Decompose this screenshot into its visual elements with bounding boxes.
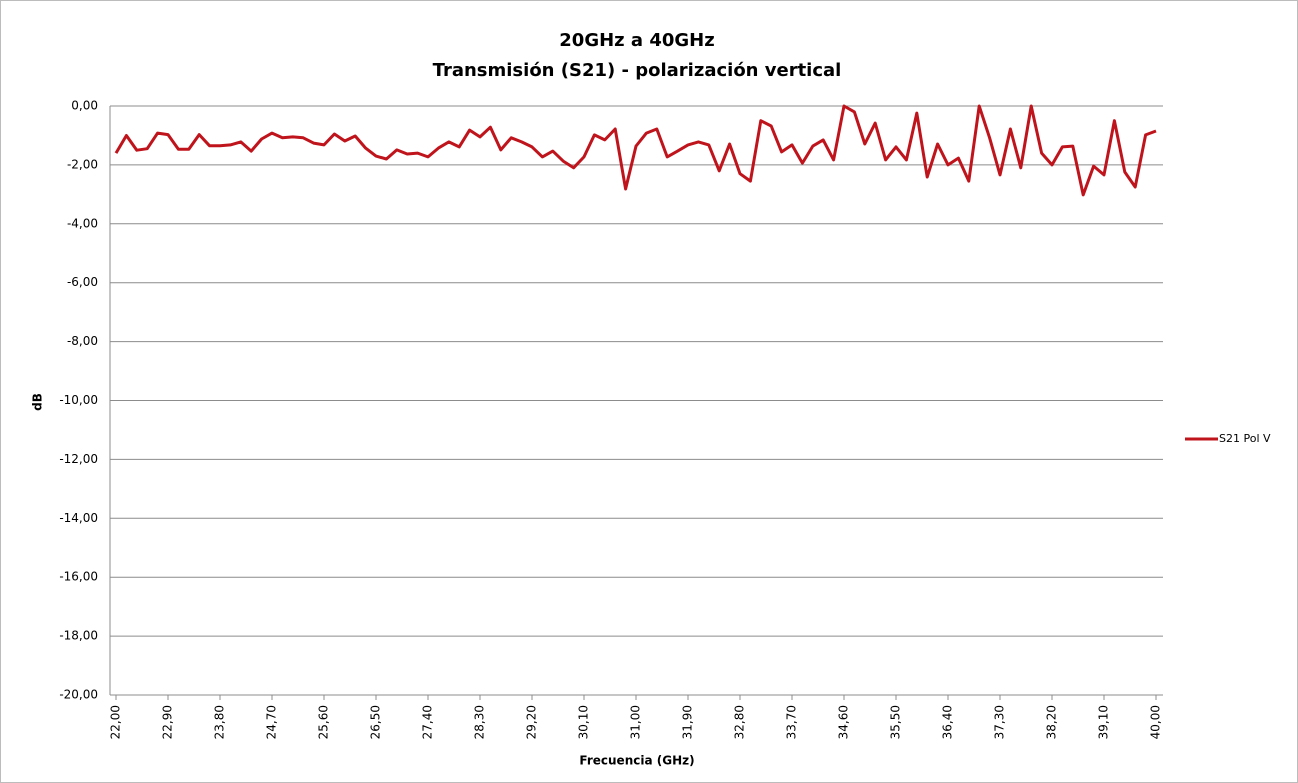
x-tick-label: 27,40 — [421, 705, 435, 739]
y-tick-label: -14,00 — [59, 511, 98, 525]
series-line — [114, 104, 1157, 197]
x-tick-label: 30,10 — [577, 705, 591, 739]
x-tick-label: 24,70 — [265, 705, 279, 739]
x-tick-label: 39,10 — [1097, 705, 1111, 739]
y-tick-label: 0,00 — [71, 99, 98, 113]
y-tick-label: -10,00 — [59, 393, 98, 407]
x-tick-label: 28,30 — [473, 705, 487, 739]
y-tick-label: -16,00 — [59, 570, 98, 584]
x-tick-label: 34,60 — [837, 705, 851, 739]
x-tick-label: 29,20 — [525, 705, 539, 739]
y-tick-label: -12,00 — [59, 452, 98, 466]
x-tick-label: 22,00 — [109, 705, 123, 739]
x-axis-label: Frecuencia (GHz) — [579, 754, 694, 768]
chart-title: 20GHz a 40GHz — [559, 30, 714, 51]
x-tick-label: 22,90 — [161, 705, 175, 739]
x-tick-label: 36,40 — [941, 705, 955, 739]
x-tick-label: 40,00 — [1149, 705, 1163, 739]
y-axis-label: dB — [31, 393, 45, 411]
x-tick-label: 31,90 — [681, 705, 695, 739]
y-tick-label: -6,00 — [67, 275, 98, 289]
y-tick-label: -18,00 — [59, 629, 98, 643]
y-tick-label: -2,00 — [67, 157, 98, 171]
x-tick-label: 26,50 — [369, 705, 383, 739]
chart-subtitle: Transmisión (S21) - polarización vertica… — [433, 60, 842, 81]
x-tick-label: 31,00 — [629, 705, 643, 739]
x-tick-label: 38,20 — [1045, 705, 1059, 739]
y-tick-label: -8,00 — [67, 334, 98, 348]
x-tick-label: 33,70 — [785, 705, 799, 739]
legend-label: S21 Pol V — [1219, 432, 1271, 445]
y-tick-label: -20,00 — [59, 688, 98, 702]
y-tick-label: -4,00 — [67, 216, 98, 230]
x-tick-label: 35,50 — [889, 705, 903, 739]
x-tick-label: 23,80 — [213, 705, 227, 739]
x-tick-label: 25,60 — [317, 705, 331, 739]
x-tick-label: 37,30 — [993, 705, 1007, 739]
x-tick-label: 32,80 — [733, 705, 747, 739]
